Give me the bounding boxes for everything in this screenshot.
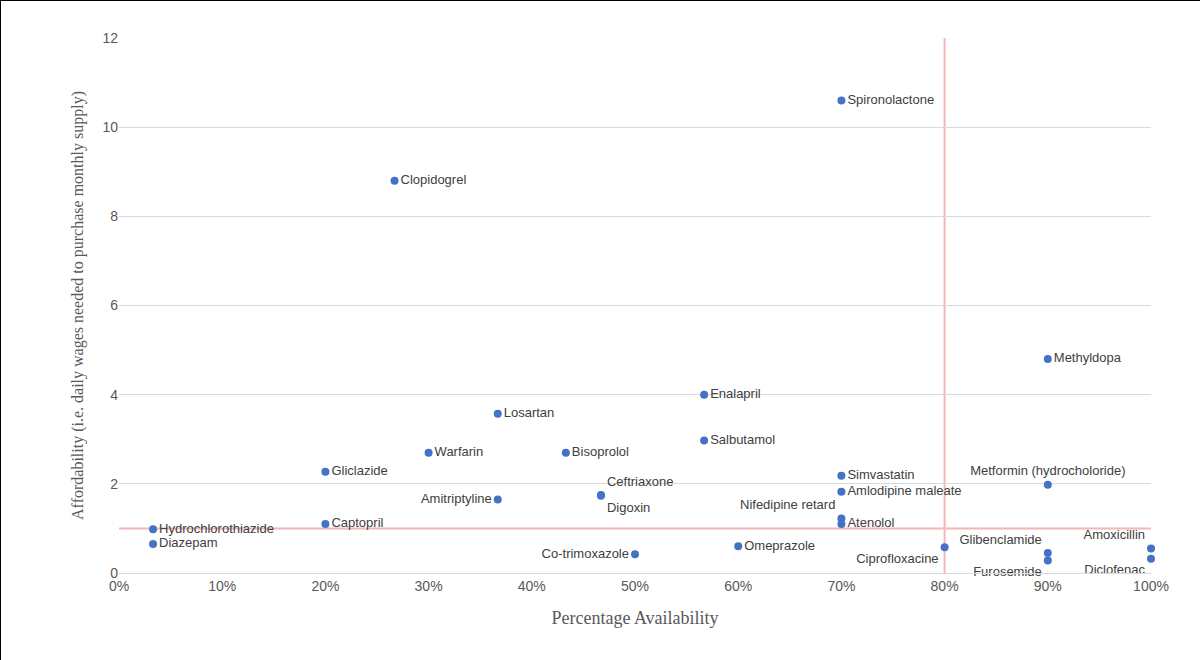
svg-text:Ceftriaxone: Ceftriaxone: [607, 474, 673, 489]
svg-text:Digoxin: Digoxin: [607, 500, 650, 515]
svg-text:Simvastatin: Simvastatin: [847, 467, 914, 482]
svg-text:Furosemide: Furosemide: [973, 564, 1042, 579]
svg-text:100%: 100%: [1133, 578, 1169, 594]
svg-text:Losartan: Losartan: [504, 405, 555, 420]
svg-text:30%: 30%: [415, 578, 443, 594]
svg-text:80%: 80%: [931, 578, 959, 594]
svg-text:Methyldopa: Methyldopa: [1054, 350, 1122, 365]
svg-text:10: 10: [102, 119, 118, 135]
svg-text:Diazepam: Diazepam: [159, 535, 218, 550]
svg-text:70%: 70%: [827, 578, 855, 594]
svg-text:Amlodipine maleate: Amlodipine maleate: [847, 483, 961, 498]
svg-text:Percentage Availability: Percentage Availability: [551, 608, 718, 628]
svg-text:Diclofenac: Diclofenac: [1084, 562, 1145, 577]
svg-text:Enalapril: Enalapril: [710, 386, 761, 401]
svg-text:2: 2: [110, 476, 118, 492]
svg-text:Amitriptyline: Amitriptyline: [421, 491, 492, 506]
svg-text:Affordability (i.e. daily wage: Affordability (i.e. daily wages needed t…: [69, 91, 87, 520]
svg-text:Nifedipine retard: Nifedipine retard: [740, 497, 835, 512]
svg-text:Clopidogrel: Clopidogrel: [401, 172, 467, 187]
svg-text:20%: 20%: [311, 578, 339, 594]
svg-text:60%: 60%: [724, 578, 752, 594]
svg-text:Warfarin: Warfarin: [435, 444, 484, 459]
svg-text:90%: 90%: [1034, 578, 1062, 594]
svg-text:50%: 50%: [621, 578, 649, 594]
svg-text:Omeprazole: Omeprazole: [744, 538, 815, 553]
svg-text:Hydrochlorothiazide: Hydrochlorothiazide: [159, 521, 274, 536]
svg-text:0%: 0%: [109, 578, 129, 594]
svg-text:8: 8: [110, 208, 118, 224]
svg-text:Atenolol: Atenolol: [847, 515, 894, 530]
svg-text:Glibenclamide: Glibenclamide: [959, 532, 1041, 547]
svg-text:Amoxicillin: Amoxicillin: [1084, 527, 1145, 542]
svg-text:Metformin (hydrocholoride): Metformin (hydrocholoride): [970, 463, 1125, 478]
svg-text:Salbutamol: Salbutamol: [710, 432, 775, 447]
svg-text:Ciprofloxacine: Ciprofloxacine: [856, 551, 938, 566]
svg-text:0: 0: [110, 565, 118, 581]
svg-text:12: 12: [102, 30, 118, 46]
svg-text:6: 6: [110, 297, 118, 313]
svg-text:Co-trimoxazole: Co-trimoxazole: [542, 546, 629, 561]
svg-text:4: 4: [110, 387, 118, 403]
svg-text:40%: 40%: [518, 578, 546, 594]
svg-text:Captopril: Captopril: [331, 515, 383, 530]
svg-text:Gliclazide: Gliclazide: [331, 463, 387, 478]
svg-text:Bisoprolol: Bisoprolol: [572, 444, 629, 459]
svg-text:Spironolactone: Spironolactone: [847, 92, 934, 107]
svg-text:10%: 10%: [208, 578, 236, 594]
